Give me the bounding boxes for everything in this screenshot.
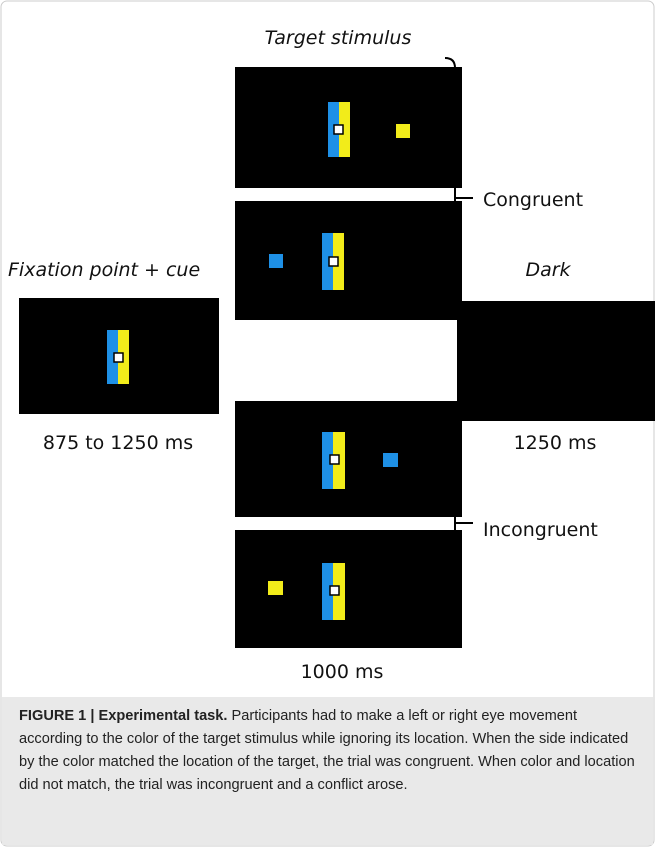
incongruent-label: Incongruent	[483, 519, 598, 541]
fixation	[329, 454, 340, 465]
target-time: 1000 ms	[301, 661, 384, 683]
fixation	[113, 352, 124, 363]
cue-blue	[107, 330, 118, 384]
cue-blue	[322, 563, 333, 620]
cue-yellow	[339, 102, 350, 157]
cue-blue	[322, 233, 333, 290]
target-label: Target stimulus	[265, 27, 412, 49]
caption-label: FIGURE 1 | Experimental task.	[19, 708, 228, 724]
bracket	[444, 406, 473, 636]
caption-text: Participants had to make a left or right…	[19, 708, 635, 793]
cue-blue	[322, 432, 333, 489]
fixation	[328, 256, 339, 267]
fixation	[329, 585, 340, 596]
target	[396, 124, 410, 138]
fixation	[333, 124, 344, 135]
target	[268, 581, 283, 595]
screen	[457, 301, 655, 421]
bracket	[444, 57, 473, 301]
fixation-label: Fixation point + cue	[8, 259, 200, 281]
fixation-time: 875 to 1250 ms	[43, 432, 193, 454]
screen	[235, 401, 462, 517]
dark-time: 1250 ms	[514, 432, 597, 454]
caption: FIGURE 1 | Experimental task. Participan…	[2, 697, 653, 845]
target	[269, 254, 283, 268]
congruent-label: Congruent	[483, 189, 583, 211]
dark-label: Dark	[525, 259, 571, 281]
target	[383, 453, 398, 467]
